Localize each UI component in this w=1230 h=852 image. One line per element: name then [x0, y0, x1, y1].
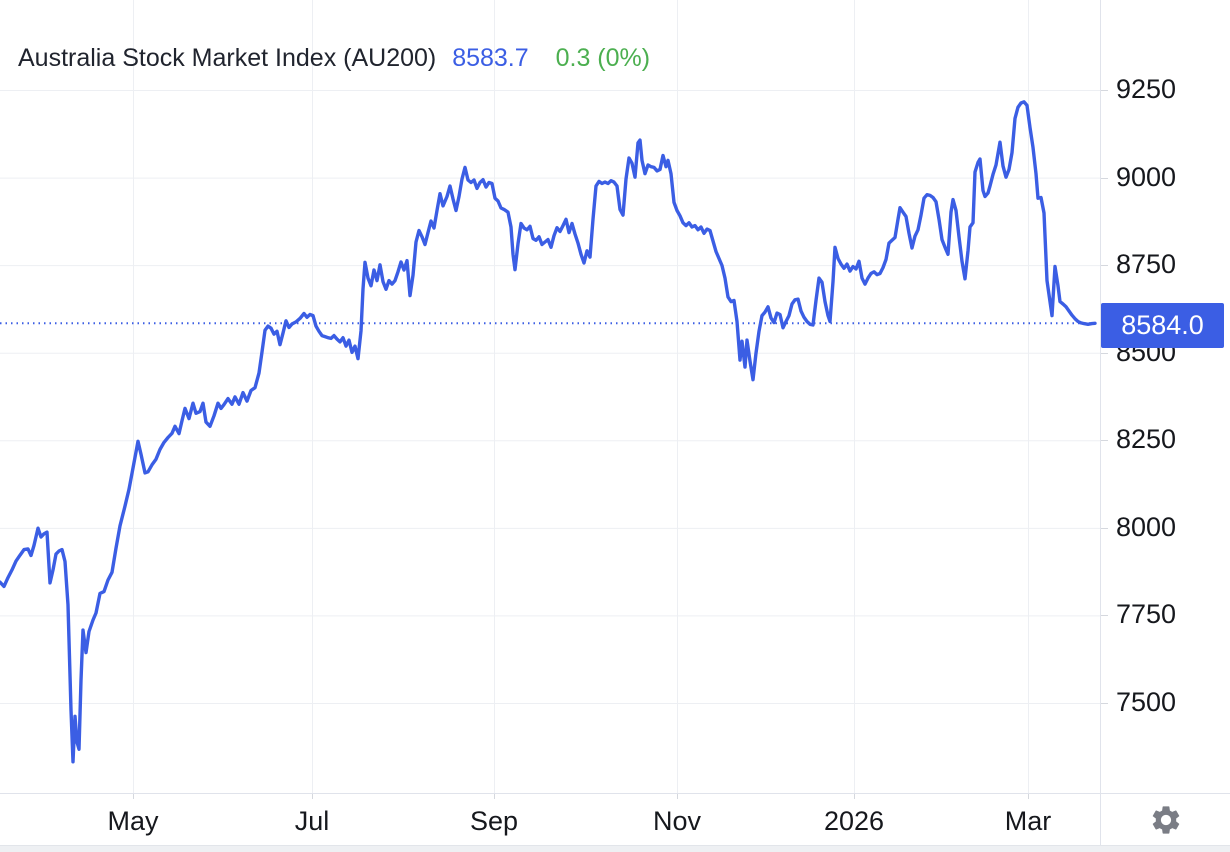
y-axis-tick: [1100, 90, 1108, 91]
grid-layer: [0, 0, 1100, 793]
x-axis-tick: [1028, 794, 1029, 799]
axis-corner-cell: [1101, 794, 1230, 845]
x-axis-tick: [854, 794, 855, 799]
y-axis-label: 9250: [1116, 73, 1177, 104]
x-axis-label: May: [107, 806, 159, 836]
y-axis-tick: [1100, 265, 1108, 266]
x-axis-tick: [133, 794, 134, 799]
x-axis-label: Nov: [652, 806, 702, 836]
y-axis-tick: [1100, 528, 1108, 529]
price-change-value: 0.3 (0%): [555, 44, 651, 72]
x-axis-label: Sep: [469, 806, 519, 836]
current-price-badge: 8584.0: [1101, 302, 1224, 348]
x-axis-border: [0, 793, 1230, 794]
x-axis-label: Mar: [1004, 806, 1052, 836]
y-axis-tick: [1100, 353, 1108, 354]
price-chart[interactable]: [0, 0, 1100, 793]
y-axis-label: 7750: [1116, 599, 1177, 630]
settings-button[interactable]: [1148, 802, 1184, 838]
y-axis-label: 7500: [1116, 686, 1177, 717]
y-axis-label: 9000: [1116, 161, 1177, 192]
bottom-scroll-strip: [0, 845, 1230, 852]
gear-icon: [1152, 805, 1179, 834]
y-axis-label: 8000: [1116, 511, 1177, 542]
x-axis-tick: [677, 794, 678, 799]
y-axis-tick: [1100, 615, 1108, 616]
x-axis-label: 2026: [823, 806, 885, 836]
x-axis-tick: [312, 794, 313, 799]
chart-title-row: Australia Stock Market Index (AU200) 858…: [18, 43, 650, 73]
y-axis-tick: [1100, 178, 1108, 179]
y-axis-label: 8750: [1116, 249, 1177, 280]
y-axis-tick: [1100, 440, 1108, 441]
page-title: Australia Stock Market Index (AU200): [18, 44, 437, 72]
y-axis-label: 8250: [1116, 424, 1177, 455]
x-axis-label: Jul: [294, 806, 330, 836]
y-axis-border: [1100, 0, 1101, 845]
last-price-value: 8583.7: [452, 44, 529, 72]
price-line: [0, 100, 1097, 764]
x-axis-tick: [494, 794, 495, 799]
y-axis-tick: [1100, 703, 1108, 704]
